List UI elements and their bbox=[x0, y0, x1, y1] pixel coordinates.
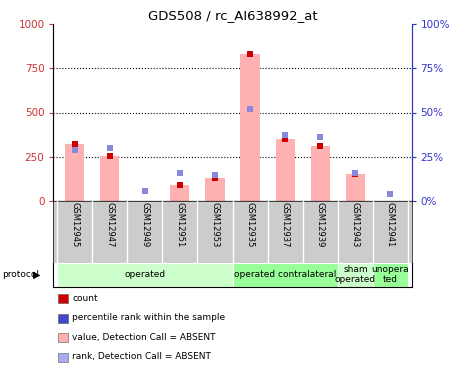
Text: operated: operated bbox=[124, 270, 165, 279]
Bar bbox=[205, 178, 225, 201]
Text: GSM12949: GSM12949 bbox=[140, 202, 149, 248]
Text: GSM12943: GSM12943 bbox=[351, 202, 360, 248]
Bar bbox=[170, 185, 190, 201]
Text: GSM12937: GSM12937 bbox=[281, 202, 290, 248]
Text: GSM12947: GSM12947 bbox=[105, 202, 114, 248]
Text: operated contralateral: operated contralateral bbox=[234, 270, 336, 279]
Text: protocol: protocol bbox=[2, 270, 40, 279]
Text: ▶: ▶ bbox=[33, 270, 41, 280]
Bar bbox=[65, 144, 84, 201]
Text: GSM12953: GSM12953 bbox=[211, 202, 219, 248]
Text: GSM12945: GSM12945 bbox=[70, 202, 79, 248]
Text: GSM12951: GSM12951 bbox=[175, 202, 184, 248]
Text: GSM12939: GSM12939 bbox=[316, 202, 325, 248]
Text: GSM12941: GSM12941 bbox=[386, 202, 395, 248]
Bar bbox=[311, 146, 330, 201]
Bar bbox=[373, 262, 408, 287]
Text: sham
operated: sham operated bbox=[335, 265, 376, 284]
Text: count: count bbox=[72, 294, 98, 303]
Bar bbox=[338, 262, 373, 287]
Bar bbox=[100, 156, 120, 201]
Bar bbox=[345, 174, 365, 201]
Bar bbox=[57, 262, 232, 287]
Text: value, Detection Call = ABSENT: value, Detection Call = ABSENT bbox=[72, 333, 216, 342]
Text: unopera
ted: unopera ted bbox=[372, 265, 409, 284]
Title: GDS508 / rc_AI638992_at: GDS508 / rc_AI638992_at bbox=[148, 9, 317, 22]
Text: GSM12935: GSM12935 bbox=[246, 202, 254, 248]
Text: rank, Detection Call = ABSENT: rank, Detection Call = ABSENT bbox=[72, 352, 211, 362]
Bar bbox=[232, 262, 338, 287]
Text: percentile rank within the sample: percentile rank within the sample bbox=[72, 314, 225, 322]
Bar bbox=[240, 54, 260, 201]
Bar bbox=[275, 139, 295, 201]
